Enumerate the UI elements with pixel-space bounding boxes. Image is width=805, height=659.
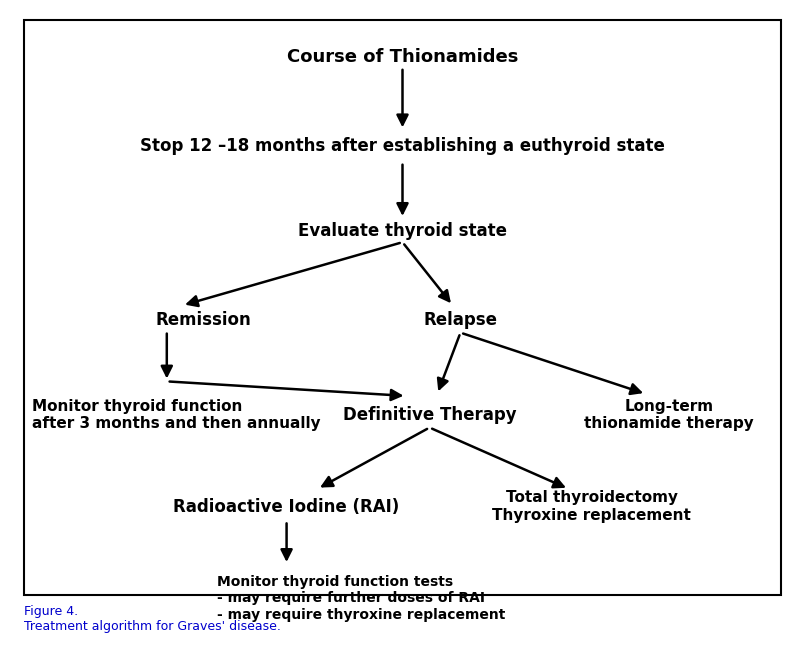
Text: Treatment algorithm for Graves' disease.: Treatment algorithm for Graves' disease. [24,620,281,633]
Text: Evaluate thyroid state: Evaluate thyroid state [298,223,507,241]
Text: Long-term
thionamide therapy: Long-term thionamide therapy [584,399,754,431]
Text: Monitor thyroid function
after 3 months and then annually: Monitor thyroid function after 3 months … [31,399,320,431]
Text: Radioactive Iodine (RAI): Radioactive Iodine (RAI) [173,498,400,515]
Text: Total thyroidectomy
Thyroxine replacement: Total thyroidectomy Thyroxine replacemen… [493,490,691,523]
Text: Definitive Therapy: Definitive Therapy [343,406,516,424]
Text: Remission: Remission [155,311,251,329]
Text: Relapse: Relapse [423,311,497,329]
Text: Figure 4.: Figure 4. [24,604,78,617]
Text: Course of Thionamides: Course of Thionamides [287,49,518,67]
Text: Monitor thyroid function tests
- may require further doses of RAI
- may require : Monitor thyroid function tests - may req… [217,575,506,621]
Text: Stop 12 –18 months after establishing a euthyroid state: Stop 12 –18 months after establishing a … [140,137,665,155]
